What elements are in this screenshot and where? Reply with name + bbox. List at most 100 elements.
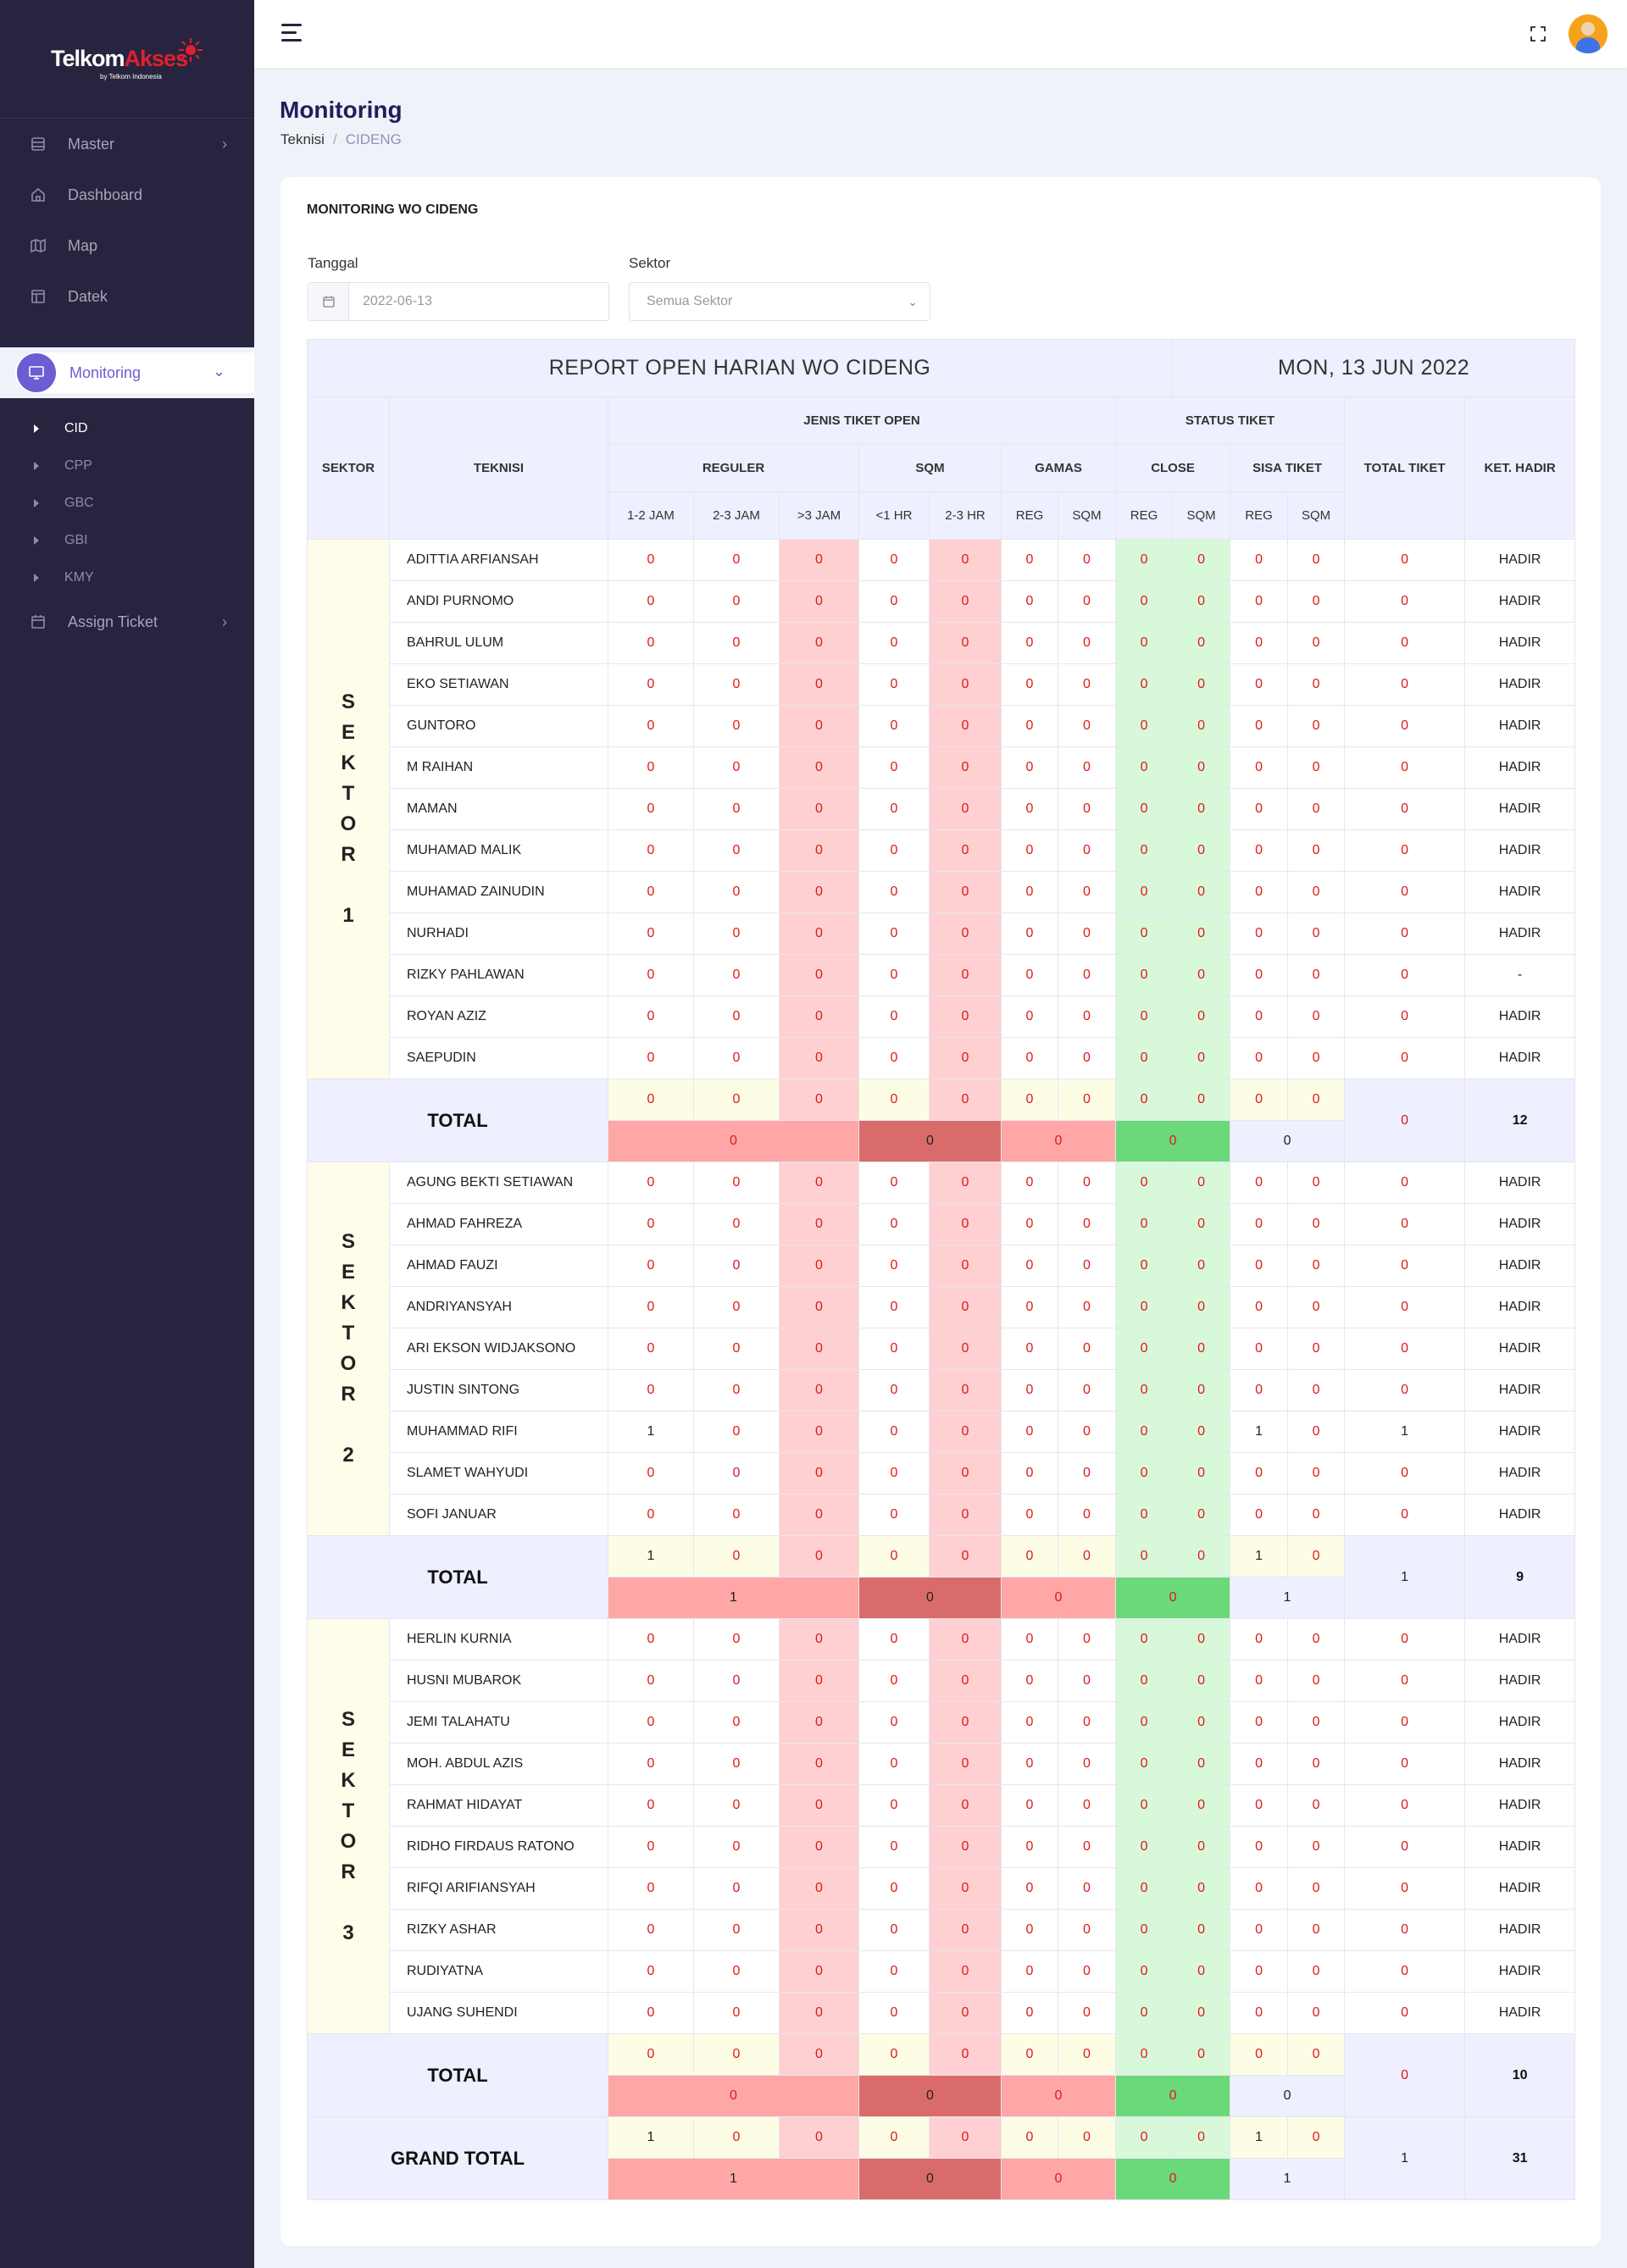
sektor-letter: S bbox=[341, 1230, 355, 1253]
menu-item-map[interactable]: Map bbox=[0, 220, 254, 271]
value-cell: 0 bbox=[1230, 829, 1289, 872]
group-total-sqm: 0 bbox=[858, 2158, 1002, 2200]
calendar-icon bbox=[308, 283, 349, 320]
value-cell: 0 bbox=[929, 1203, 1002, 1245]
value-cell: 0 bbox=[693, 1867, 780, 1910]
menu-label-assign-ticket: Assign Ticket bbox=[68, 613, 158, 630]
value-cell: 0 bbox=[779, 1162, 859, 1204]
sektor-select[interactable]: Semua Sektor ⌄ bbox=[629, 282, 930, 321]
value-cell: 0 bbox=[1114, 1286, 1174, 1328]
value-cell: 0 bbox=[858, 1411, 930, 1453]
value-cell: 0 bbox=[608, 1701, 694, 1744]
value-cell: 0 bbox=[1287, 539, 1346, 581]
total-value-cell: 0 bbox=[858, 2116, 930, 2159]
sub-item-cid[interactable]: CID bbox=[0, 410, 254, 447]
sub-item-kmy[interactable]: KMY bbox=[0, 559, 254, 596]
hamburger-menu-icon[interactable] bbox=[281, 24, 302, 42]
total-value-cell: 0 bbox=[929, 2116, 1002, 2159]
value-cell: 0 bbox=[858, 705, 930, 747]
value-cell: 0 bbox=[858, 1618, 930, 1661]
value-cell: 0 bbox=[608, 705, 694, 747]
menu-item-master[interactable]: Master › bbox=[0, 119, 254, 169]
teknisi-name: RIDHO FIRDAUS RATONO bbox=[389, 1826, 608, 1868]
value-cell: 0 bbox=[1114, 622, 1174, 664]
table-row: ROYAN AZIZ 0 0 0 0 0 0 0 0 0 0 0 0 HADIR bbox=[308, 995, 1576, 1038]
value-cell: 0 bbox=[1114, 539, 1174, 581]
total-label: TOTAL bbox=[307, 1535, 608, 1619]
value-cell: 0 bbox=[929, 1162, 1002, 1204]
value-cell: 0 bbox=[1287, 829, 1346, 872]
subheader-cell: >3 JAM bbox=[779, 491, 859, 540]
user-avatar[interactable] bbox=[1569, 14, 1608, 53]
caret-right-icon bbox=[34, 424, 39, 433]
table-row: MOH. ABDUL AZIS 0 0 0 0 0 0 0 0 0 0 0 0 HADIR bbox=[308, 1743, 1576, 1785]
value-cell: 0 bbox=[1114, 1245, 1174, 1287]
value-cell: 0 bbox=[1287, 1826, 1346, 1868]
sub-item-gbi[interactable]: GBI bbox=[0, 522, 254, 559]
value-cell: 0 bbox=[1172, 1162, 1231, 1204]
caret-right-icon bbox=[34, 574, 39, 582]
table-row: EKO SETIAWAN 0 0 0 0 0 0 0 0 0 0 0 0 HADIR bbox=[308, 663, 1576, 706]
group-total-sqm: 0 bbox=[858, 2075, 1002, 2117]
table-row: MUHAMAD MALIK 0 0 0 0 0 0 0 0 0 0 0 0 HADIR bbox=[308, 829, 1576, 872]
total-value-cell: 0 bbox=[693, 2033, 780, 2076]
value-cell: 0 bbox=[693, 663, 780, 706]
value-cell: 0 bbox=[858, 871, 930, 913]
value-cell: 0 bbox=[779, 912, 859, 955]
value-cell: 0 bbox=[608, 1369, 694, 1411]
breadcrumb-current: CIDENG bbox=[345, 131, 402, 147]
teknisi-name: MUHAMAD MALIK bbox=[389, 829, 608, 872]
value-cell: 0 bbox=[1114, 1037, 1174, 1079]
menu-item-monitoring[interactable]: Monitoring ⌄ bbox=[15, 352, 254, 393]
hadir-status: HADIR bbox=[1464, 912, 1576, 955]
menu-item-assign-ticket[interactable]: Assign Ticket › bbox=[0, 596, 254, 647]
value-cell: 0 bbox=[1172, 663, 1231, 706]
table-row: MUHAMMAD RIFI 1 0 0 0 0 0 0 0 0 1 0 1 HADIR bbox=[308, 1411, 1576, 1453]
value-cell: 0 bbox=[1114, 829, 1174, 872]
total-value-cell: 0 bbox=[1001, 2033, 1058, 2076]
hadir-status: HADIR bbox=[1464, 746, 1576, 789]
value-cell: 0 bbox=[1001, 829, 1058, 872]
hadir-status: HADIR bbox=[1464, 1784, 1576, 1827]
total-value-cell: 0 bbox=[1287, 1079, 1346, 1121]
sub-item-gbc[interactable]: GBC bbox=[0, 485, 254, 522]
table-row: ANDRIYANSYAH 0 0 0 0 0 0 0 0 0 0 0 0 HADIR bbox=[308, 1286, 1576, 1328]
value-cell: 0 bbox=[608, 580, 694, 623]
value-cell: 0 bbox=[1114, 1909, 1174, 1951]
group-total-gamas: 0 bbox=[1001, 1120, 1116, 1162]
fullscreen-icon[interactable] bbox=[1530, 25, 1546, 42]
value-cell: 0 bbox=[929, 1701, 1002, 1744]
value-cell: 0 bbox=[779, 1452, 859, 1494]
logo-area: TelkomAkses by Telkom Indonesia bbox=[0, 0, 254, 119]
sub-item-cpp[interactable]: CPP bbox=[0, 447, 254, 485]
total-value-cell: 0 bbox=[1172, 1535, 1231, 1578]
teknisi-name: AHMAD FAHREZA bbox=[389, 1203, 608, 1245]
total-value-cell: 0 bbox=[1287, 1535, 1346, 1578]
logo-subtitle: by Telkom Indonesia bbox=[100, 72, 162, 80]
sub-item-label: KMY bbox=[64, 570, 94, 585]
value-cell: 0 bbox=[858, 1037, 930, 1079]
value-cell: 0 bbox=[1287, 1992, 1346, 2034]
total-tiket-cell: 1 bbox=[1344, 1535, 1466, 1619]
value-cell: 0 bbox=[858, 663, 930, 706]
menu-item-dashboard[interactable]: Dashboard bbox=[0, 169, 254, 220]
value-cell: 0 bbox=[779, 1867, 859, 1910]
value-cell: 0 bbox=[779, 1743, 859, 1785]
group-total-sqm: 0 bbox=[858, 1120, 1002, 1162]
teknisi-name: MOH. ABDUL AZIS bbox=[389, 1743, 608, 1785]
value-cell: 0 bbox=[693, 1660, 780, 1702]
value-cell: 0 bbox=[1058, 954, 1116, 996]
telkom-akses-logo[interactable]: TelkomAkses by Telkom Indonesia bbox=[42, 25, 212, 93]
tanggal-input[interactable]: 2022-06-13 bbox=[308, 282, 609, 321]
menu-item-datek[interactable]: Datek bbox=[0, 271, 254, 322]
total-value-cell: 0 bbox=[779, 2033, 859, 2076]
breadcrumb-teknisi[interactable]: Teknisi bbox=[280, 131, 325, 147]
total-value-cell: 0 bbox=[1001, 1079, 1058, 1121]
hadir-status: HADIR bbox=[1464, 1660, 1576, 1702]
sektor-letter: K bbox=[341, 751, 356, 774]
sektor-select-value: Semua Sektor bbox=[647, 294, 733, 308]
value-cell: 0 bbox=[1001, 1286, 1058, 1328]
monitor-icon bbox=[17, 353, 56, 392]
header-total-tiket: TOTAL TIKET bbox=[1344, 396, 1466, 540]
